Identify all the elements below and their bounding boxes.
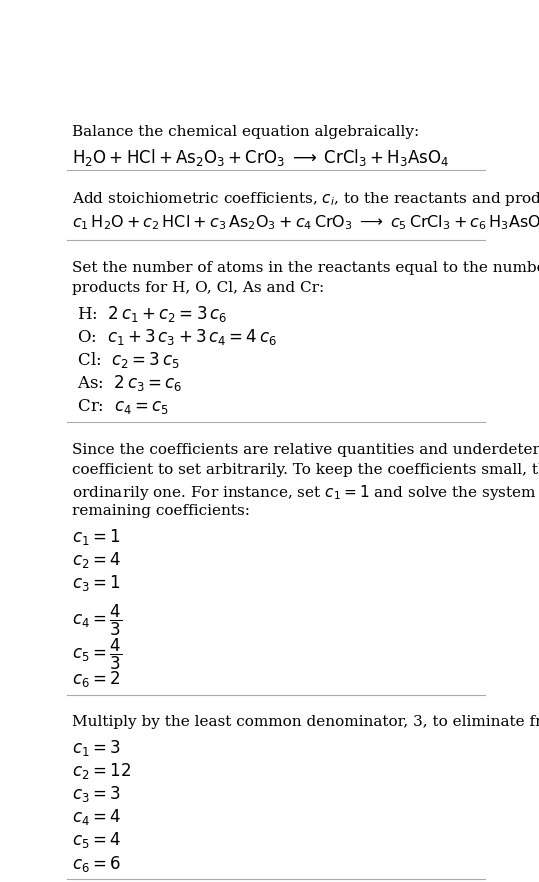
Text: remaining coefficients:: remaining coefficients: bbox=[72, 504, 250, 518]
Text: Cl:  $c_2 = 3\,c_5$: Cl: $c_2 = 3\,c_5$ bbox=[72, 350, 179, 370]
Text: Add stoichiometric coefficients, $c_i$, to the reactants and products:: Add stoichiometric coefficients, $c_i$, … bbox=[72, 190, 539, 208]
Text: $c_6 = 2$: $c_6 = 2$ bbox=[72, 669, 120, 689]
Text: $c_4 = 4$: $c_4 = 4$ bbox=[72, 807, 121, 827]
Text: Set the number of atoms in the reactants equal to the number of atoms in the: Set the number of atoms in the reactants… bbox=[72, 261, 539, 274]
Text: H:  $2\,c_1 + c_2 = 3\,c_6$: H: $2\,c_1 + c_2 = 3\,c_6$ bbox=[72, 304, 227, 325]
Text: $c_6 = 6$: $c_6 = 6$ bbox=[72, 854, 120, 873]
Text: $c_4 = \dfrac{4}{3}$: $c_4 = \dfrac{4}{3}$ bbox=[72, 603, 122, 639]
Text: As:  $2\,c_3 = c_6$: As: $2\,c_3 = c_6$ bbox=[72, 373, 182, 393]
Text: $c_1 = 3$: $c_1 = 3$ bbox=[72, 738, 120, 759]
Text: Since the coefficients are relative quantities and underdetermined, choose a: Since the coefficients are relative quan… bbox=[72, 443, 539, 457]
Text: O:  $c_1 + 3\,c_3 + 3\,c_4 = 4\,c_6$: O: $c_1 + 3\,c_3 + 3\,c_4 = 4\,c_6$ bbox=[72, 327, 277, 348]
Text: $c_2 = 12$: $c_2 = 12$ bbox=[72, 761, 130, 781]
Text: $c_3 = 1$: $c_3 = 1$ bbox=[72, 573, 120, 593]
Text: $c_1 = 1$: $c_1 = 1$ bbox=[72, 527, 120, 547]
Text: $c_1\,\mathrm{H_2O} + c_2\,\mathrm{HCl} + c_3\,\mathrm{As_2O_3} + c_4\,\mathrm{C: $c_1\,\mathrm{H_2O} + c_2\,\mathrm{HCl} … bbox=[72, 213, 539, 232]
Text: $c_3 = 3$: $c_3 = 3$ bbox=[72, 784, 120, 804]
Text: Cr:  $c_4 = c_5$: Cr: $c_4 = c_5$ bbox=[72, 397, 169, 415]
Text: $c_5 = \dfrac{4}{3}$: $c_5 = \dfrac{4}{3}$ bbox=[72, 637, 122, 672]
Text: ordinarily one. For instance, set $c_1 = 1$ and solve the system of equations fo: ordinarily one. For instance, set $c_1 =… bbox=[72, 483, 539, 503]
Text: $c_2 = 4$: $c_2 = 4$ bbox=[72, 550, 121, 570]
Text: $c_5 = 4$: $c_5 = 4$ bbox=[72, 831, 121, 850]
Text: Multiply by the least common denominator, 3, to eliminate fractional coefficient: Multiply by the least common denominator… bbox=[72, 715, 539, 729]
Text: products for H, O, Cl, As and Cr:: products for H, O, Cl, As and Cr: bbox=[72, 281, 324, 295]
Text: $\mathrm{H_2O + HCl + As_2O_3 + CrO_3 \;\longrightarrow\; CrCl_3 + H_3AsO_4}$: $\mathrm{H_2O + HCl + As_2O_3 + CrO_3 \;… bbox=[72, 147, 449, 168]
Text: coefficient to set arbitrarily. To keep the coefficients small, the arbitrary va: coefficient to set arbitrarily. To keep … bbox=[72, 463, 539, 477]
Text: Balance the chemical equation algebraically:: Balance the chemical equation algebraica… bbox=[72, 125, 419, 138]
